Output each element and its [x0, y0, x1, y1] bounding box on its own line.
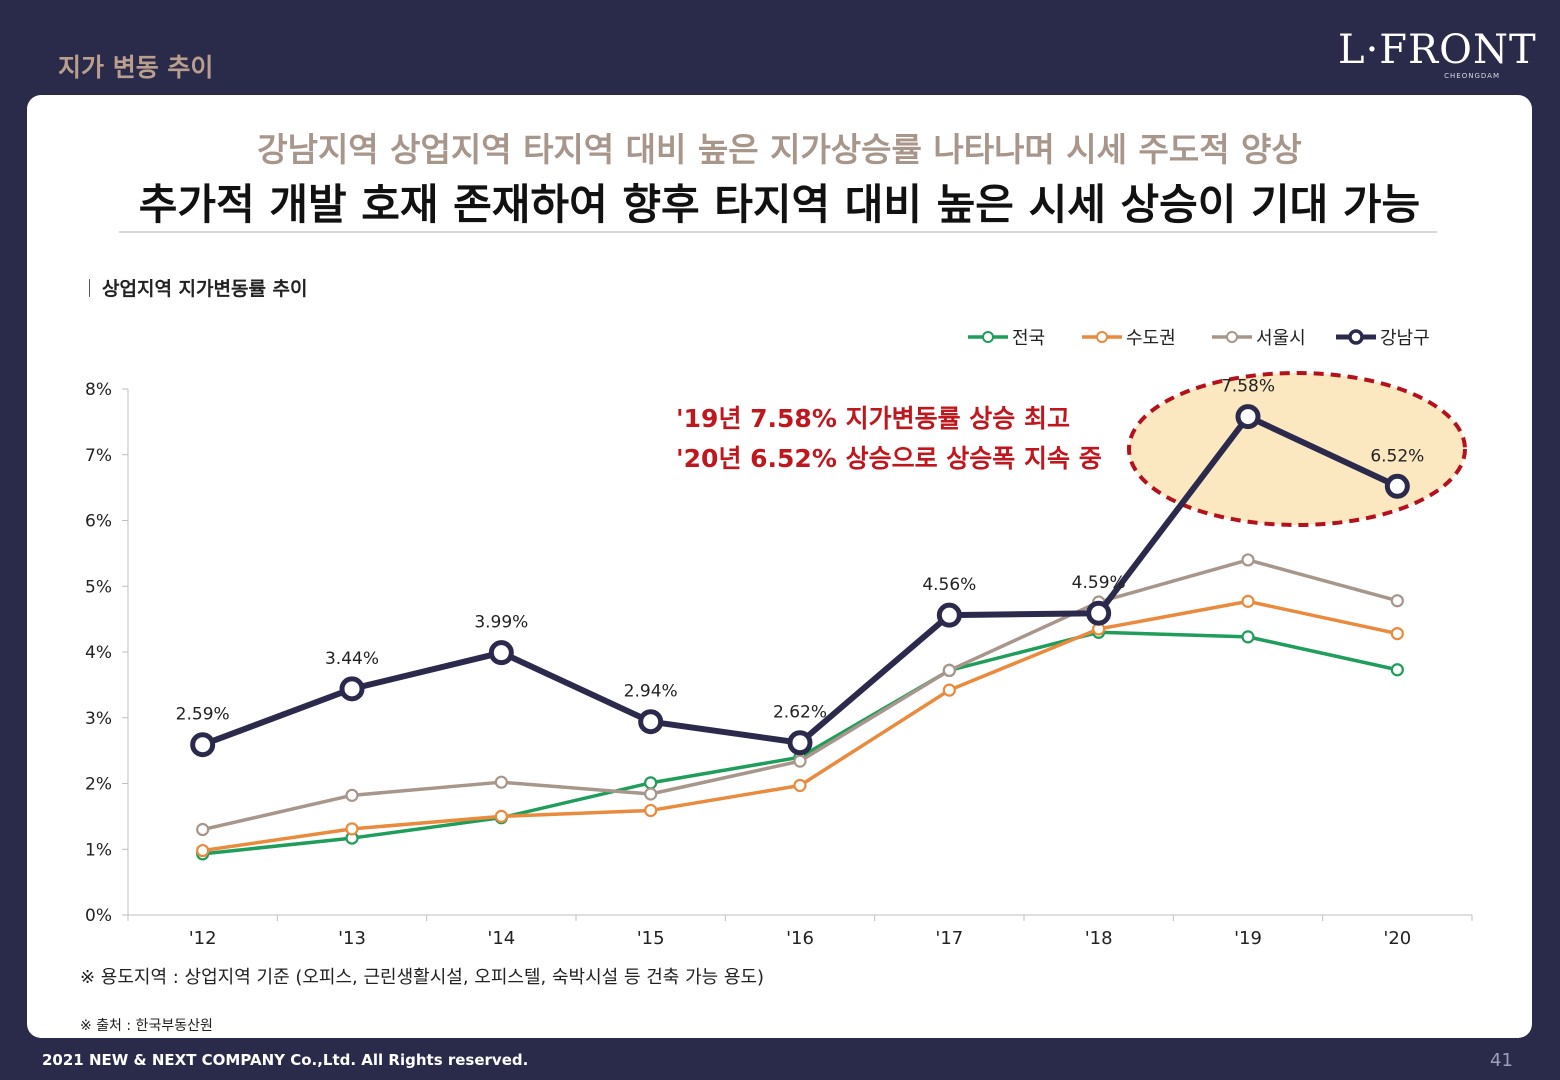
data-point — [644, 803, 658, 818]
y-tick-label: 3% — [85, 709, 112, 729]
data-label: 7.58% — [1221, 377, 1275, 397]
chart-label: 상업지역 지가변동률 추이 — [89, 274, 308, 301]
series-line-2 — [202, 599, 1398, 853]
legend-swatch-marker — [1096, 331, 1108, 343]
data-point — [793, 778, 807, 793]
headline-primary: 강남지역 상업지역 타지역 대비 높은 지가상승률 나타나며 시세 주도적 양상 — [257, 130, 1302, 169]
x-tick-label: '19 — [1234, 928, 1262, 949]
legend-swatch-marker — [1226, 331, 1238, 343]
y-tick-label: 8% — [85, 380, 112, 400]
data-label: 6.52% — [1370, 446, 1424, 466]
data-label: 3.99% — [474, 613, 528, 633]
legend-label: 서울시 — [1256, 328, 1306, 349]
headline-secondary: 추가적 개발 호재 존재하여 향후 타지역 대비 높은 시세 상승이 기대 가능 — [138, 180, 1421, 229]
annotation-text: '19년 7.58% 지가변동률 상승 최고 — [676, 404, 1070, 433]
data-point — [1390, 663, 1404, 677]
x-tick-label: '20 — [1383, 928, 1411, 949]
brand-sub: CHEONGDAM — [1444, 72, 1500, 80]
legend-swatch-marker — [982, 331, 994, 343]
legend-label: 수도권 — [1126, 328, 1176, 349]
y-tick-label: 0% — [85, 906, 112, 926]
data-point — [190, 732, 216, 758]
data-point — [1235, 404, 1261, 430]
x-tick-label: '17 — [935, 928, 963, 949]
data-point — [488, 640, 514, 666]
brand-name: L·FRONT — [1338, 27, 1537, 73]
data-point — [644, 776, 658, 790]
data-point — [787, 730, 813, 756]
data-label: 3.44% — [325, 649, 379, 669]
data-point — [1241, 630, 1255, 644]
y-tick-label: 2% — [85, 775, 112, 795]
legend-label: 강남구 — [1380, 328, 1430, 349]
data-label: 2.94% — [624, 682, 678, 702]
page-number: 41 — [1490, 1050, 1513, 1071]
y-tick-label: 6% — [85, 512, 112, 532]
data-label: 4.56% — [922, 575, 976, 595]
headline-divider — [119, 231, 1437, 233]
source-note: ※ 출처 : 한국부동산원 — [80, 1018, 213, 1034]
data-point — [936, 602, 962, 628]
annotation-text: '20년 6.52% 상승으로 상승폭 지속 중 — [676, 444, 1102, 473]
data-point — [1241, 553, 1255, 567]
legend-swatch-marker — [1348, 329, 1364, 345]
y-tick-label: 1% — [85, 840, 112, 860]
data-point — [345, 822, 359, 836]
data-point — [638, 709, 664, 735]
data-point — [345, 788, 359, 802]
data-point — [793, 754, 807, 768]
content-card: 강남지역 상업지역 타지역 대비 높은 지가상승률 나타나며 시세 주도적 양상… — [27, 95, 1532, 1038]
data-point — [1241, 594, 1255, 608]
data-point — [942, 683, 956, 697]
legend-label: 전국 — [1012, 328, 1045, 349]
chart-label-text: 상업지역 지가변동률 추이 — [102, 278, 308, 300]
usage-note: ※ 용도지역 : 상업지역 기준 (오피스, 근린생활시설, 오피스텔, 숙박시… — [80, 967, 764, 988]
data-point — [494, 809, 508, 823]
data-point — [494, 775, 508, 789]
x-tick-label: '16 — [786, 928, 814, 949]
data-point — [1390, 594, 1404, 608]
y-tick-label: 5% — [85, 577, 112, 597]
data-point — [644, 787, 658, 801]
data-point — [1384, 473, 1410, 499]
y-tick-label: 7% — [85, 446, 112, 466]
data-label: 4.59% — [1072, 573, 1126, 593]
data-point — [339, 676, 365, 702]
section-title: 지가 변동 추이 — [58, 53, 214, 82]
data-point — [1390, 626, 1404, 641]
data-point — [196, 822, 210, 837]
x-tick-label: '15 — [637, 928, 665, 949]
data-point — [942, 663, 956, 678]
data-label: 2.59% — [176, 705, 230, 725]
x-tick-label: '14 — [487, 928, 515, 949]
data-point — [196, 843, 210, 858]
x-tick-label: '18 — [1085, 928, 1113, 949]
x-tick-label: '12 — [189, 928, 217, 949]
y-tick-label: 4% — [85, 643, 112, 663]
data-point — [1086, 600, 1112, 626]
footer-copyright: 2021 NEW & NEXT COMPANY Co.,Ltd. All Rig… — [42, 1051, 529, 1069]
highlight-ellipse — [1127, 371, 1467, 527]
data-label: 2.62% — [773, 703, 827, 723]
brand-logo: L·FRONT CHEONGDAM — [1338, 27, 1537, 80]
x-tick-label: '13 — [338, 928, 366, 949]
